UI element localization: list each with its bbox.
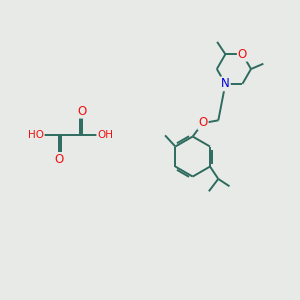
Text: O: O [54,153,63,166]
Text: O: O [78,105,87,118]
Text: HO: HO [28,130,44,140]
Text: O: O [198,116,208,129]
Text: N: N [221,77,230,90]
Text: OH: OH [97,130,113,140]
Text: O: O [238,48,247,61]
